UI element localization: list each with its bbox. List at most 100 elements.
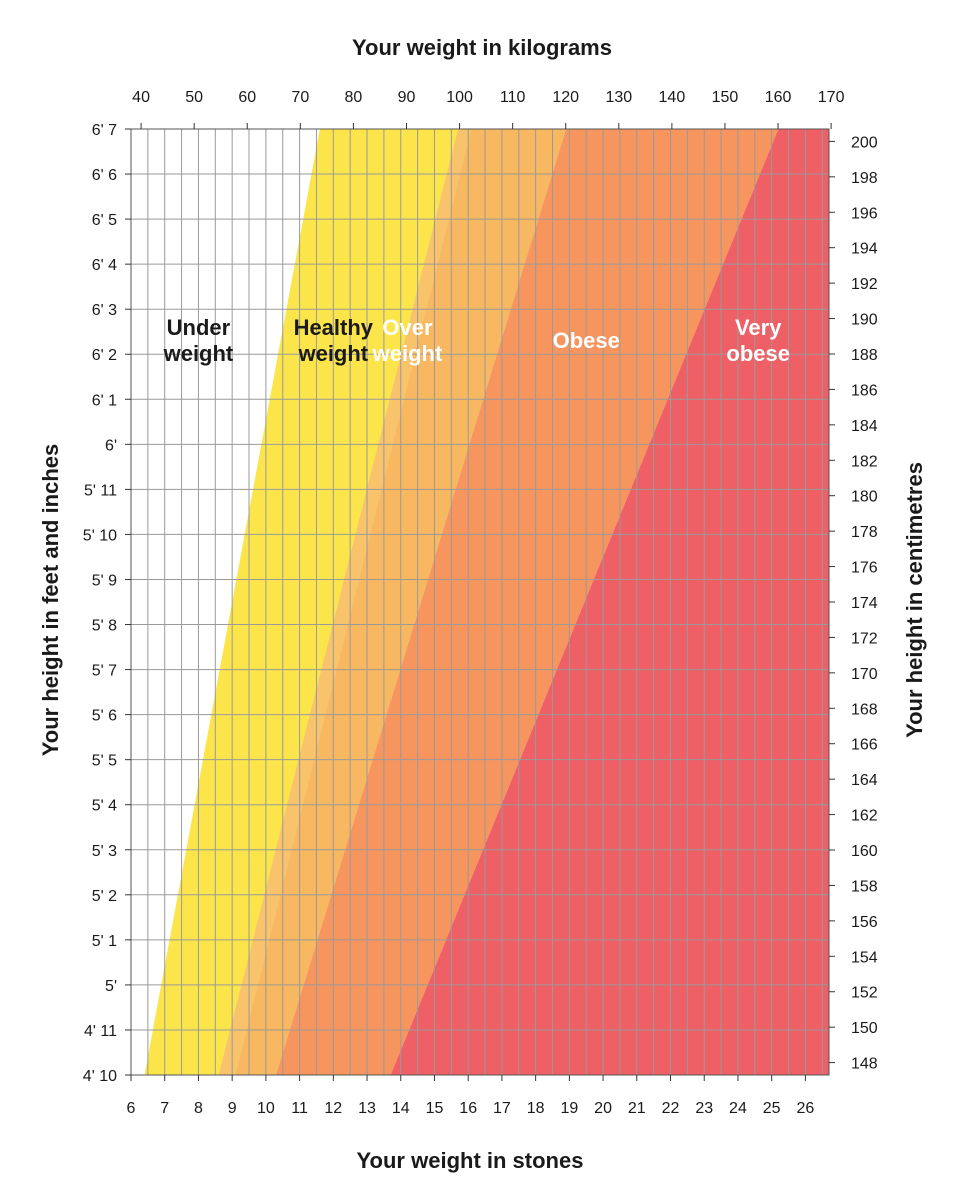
right-tick-label: 192 xyxy=(851,276,878,293)
bottom-tick-label: 7 xyxy=(160,1100,169,1117)
right-tick-label: 158 xyxy=(851,878,878,895)
top-tick-label: 150 xyxy=(712,89,739,106)
right-tick-label: 200 xyxy=(851,134,878,151)
top-tick-label: 80 xyxy=(345,89,363,106)
zone-overweight-highlight xyxy=(218,129,472,1075)
grid-layer xyxy=(130,128,830,1076)
zone-label-line: Healthy xyxy=(294,315,374,340)
right-tick-label: 172 xyxy=(851,630,878,647)
right-tick-label: 178 xyxy=(851,524,878,541)
right-tick-label: 194 xyxy=(851,241,878,258)
bottom-tick-label: 25 xyxy=(763,1100,781,1117)
left-tick-label: 6' 6 xyxy=(92,167,117,184)
left-tick-label: 6' 7 xyxy=(92,122,117,139)
left-tick-label: 6' 4 xyxy=(92,257,117,274)
top-tick-label: 170 xyxy=(818,89,845,106)
right-tick-label: 166 xyxy=(851,737,878,754)
bottom-tick-label: 16 xyxy=(459,1100,477,1117)
bottom-tick-label: 18 xyxy=(527,1100,545,1117)
zone-obese xyxy=(275,129,779,1075)
zone-label-line: Very xyxy=(735,315,782,340)
left-tick-label: 5' 6 xyxy=(92,708,117,725)
bottom-tick-label: 13 xyxy=(358,1100,376,1117)
right-tick-label: 174 xyxy=(851,595,878,612)
right-tick-label: 152 xyxy=(851,985,878,1002)
top-tick-label: 160 xyxy=(765,89,792,106)
bottom-tick-label: 17 xyxy=(493,1100,511,1117)
top-tick-label: 130 xyxy=(605,89,632,106)
right-tick-label: 156 xyxy=(851,914,878,931)
bottom-tick-label: 22 xyxy=(662,1100,680,1117)
bottom-tick-label: 8 xyxy=(194,1100,203,1117)
bottom-tick-label: 11 xyxy=(291,1100,308,1117)
top-tick-label: 110 xyxy=(500,89,526,106)
right-tick-label: 180 xyxy=(851,489,878,506)
top-tick-label: 100 xyxy=(446,89,473,106)
right-axis-title: Your height in centimetres xyxy=(902,462,927,738)
right-tick-label: 148 xyxy=(851,1056,878,1073)
left-tick-label: 5' 10 xyxy=(83,527,117,544)
bottom-tick-label: 6 xyxy=(127,1100,136,1117)
right-tick-label: 162 xyxy=(851,808,878,825)
bottom-tick-label: 14 xyxy=(392,1100,410,1117)
left-tick-label: 6' 2 xyxy=(92,347,117,364)
top-tick-label: 90 xyxy=(398,89,416,106)
right-tick-label: 160 xyxy=(851,843,878,860)
left-tick-label: 5' xyxy=(105,978,117,995)
right-tick-label: 150 xyxy=(851,1020,878,1037)
bottom-tick-label: 12 xyxy=(324,1100,342,1117)
top-tick-label: 70 xyxy=(291,89,309,106)
left-tick-label: 5' 5 xyxy=(92,753,117,770)
right-tick-label: 170 xyxy=(851,666,878,683)
left-tick-label: 5' 7 xyxy=(92,663,117,680)
bottom-tick-label: 20 xyxy=(594,1100,612,1117)
zone-label-line: weight xyxy=(372,341,443,366)
zone-label-line: weight xyxy=(297,341,368,366)
zone-over-weight xyxy=(218,129,566,1075)
ticks-layer: 6 7 8 9 10 11 12 13 14 15 16 17 18 19 20 21 22 23 24 25 26 40… xyxy=(83,89,878,1117)
right-tick-label: 168 xyxy=(851,701,878,718)
right-tick-label: 196 xyxy=(851,205,878,222)
zone-label-line: weight xyxy=(163,341,234,366)
right-tick-label: 176 xyxy=(851,560,878,577)
left-axis-title: Your height in feet and inches xyxy=(38,444,63,757)
top-tick-label: 140 xyxy=(659,89,686,106)
bottom-tick-label: 10 xyxy=(257,1100,275,1117)
left-tick-label: 4' 11 xyxy=(84,1023,117,1040)
zone-label-obese: Obese xyxy=(553,328,620,353)
right-tick-label: 198 xyxy=(851,170,878,187)
bottom-tick-label: 21 xyxy=(628,1100,646,1117)
left-tick-label: 5' 4 xyxy=(92,798,117,815)
top-tick-label: 120 xyxy=(552,89,579,106)
zone-label-over-weight: Over weight xyxy=(372,315,443,366)
left-tick-label: 6' 5 xyxy=(92,212,117,229)
left-tick-label: 5' 2 xyxy=(92,888,117,905)
zone-very-obese xyxy=(390,129,829,1075)
left-tick-label: 6' 1 xyxy=(92,392,117,409)
bottom-tick-label: 9 xyxy=(228,1100,237,1117)
left-tick-label: 5' 9 xyxy=(92,572,117,589)
left-tick-label: 6' xyxy=(105,437,117,454)
top-axis-title: Your weight in kilograms xyxy=(352,35,612,60)
zone-label-very-obese: Very obese xyxy=(726,315,790,366)
bottom-tick-label: 24 xyxy=(729,1100,747,1117)
bottom-tick-label: 26 xyxy=(796,1100,814,1117)
left-tick-label: 5' 8 xyxy=(92,618,117,635)
right-tick-label: 188 xyxy=(851,347,878,364)
right-tick-label: 186 xyxy=(851,382,878,399)
zone-label-line: Obese xyxy=(553,328,620,353)
zone-label-line: Over xyxy=(382,315,433,340)
bottom-tick-label: 19 xyxy=(560,1100,578,1117)
zone-label-line: obese xyxy=(726,341,790,366)
zones-layer xyxy=(131,129,829,1075)
zone-label-healthy-weight: Healthy weight xyxy=(294,315,374,366)
left-tick-label: 5' 3 xyxy=(92,843,117,860)
left-tick-label: 5' 1 xyxy=(92,933,117,950)
right-tick-label: 190 xyxy=(851,312,878,329)
left-tick-label: 6' 3 xyxy=(92,302,117,319)
top-tick-label: 60 xyxy=(238,89,256,106)
left-tick-label: 4' 10 xyxy=(83,1068,117,1085)
bottom-tick-label: 23 xyxy=(695,1100,713,1117)
left-tick-label: 5' 11 xyxy=(84,482,117,499)
